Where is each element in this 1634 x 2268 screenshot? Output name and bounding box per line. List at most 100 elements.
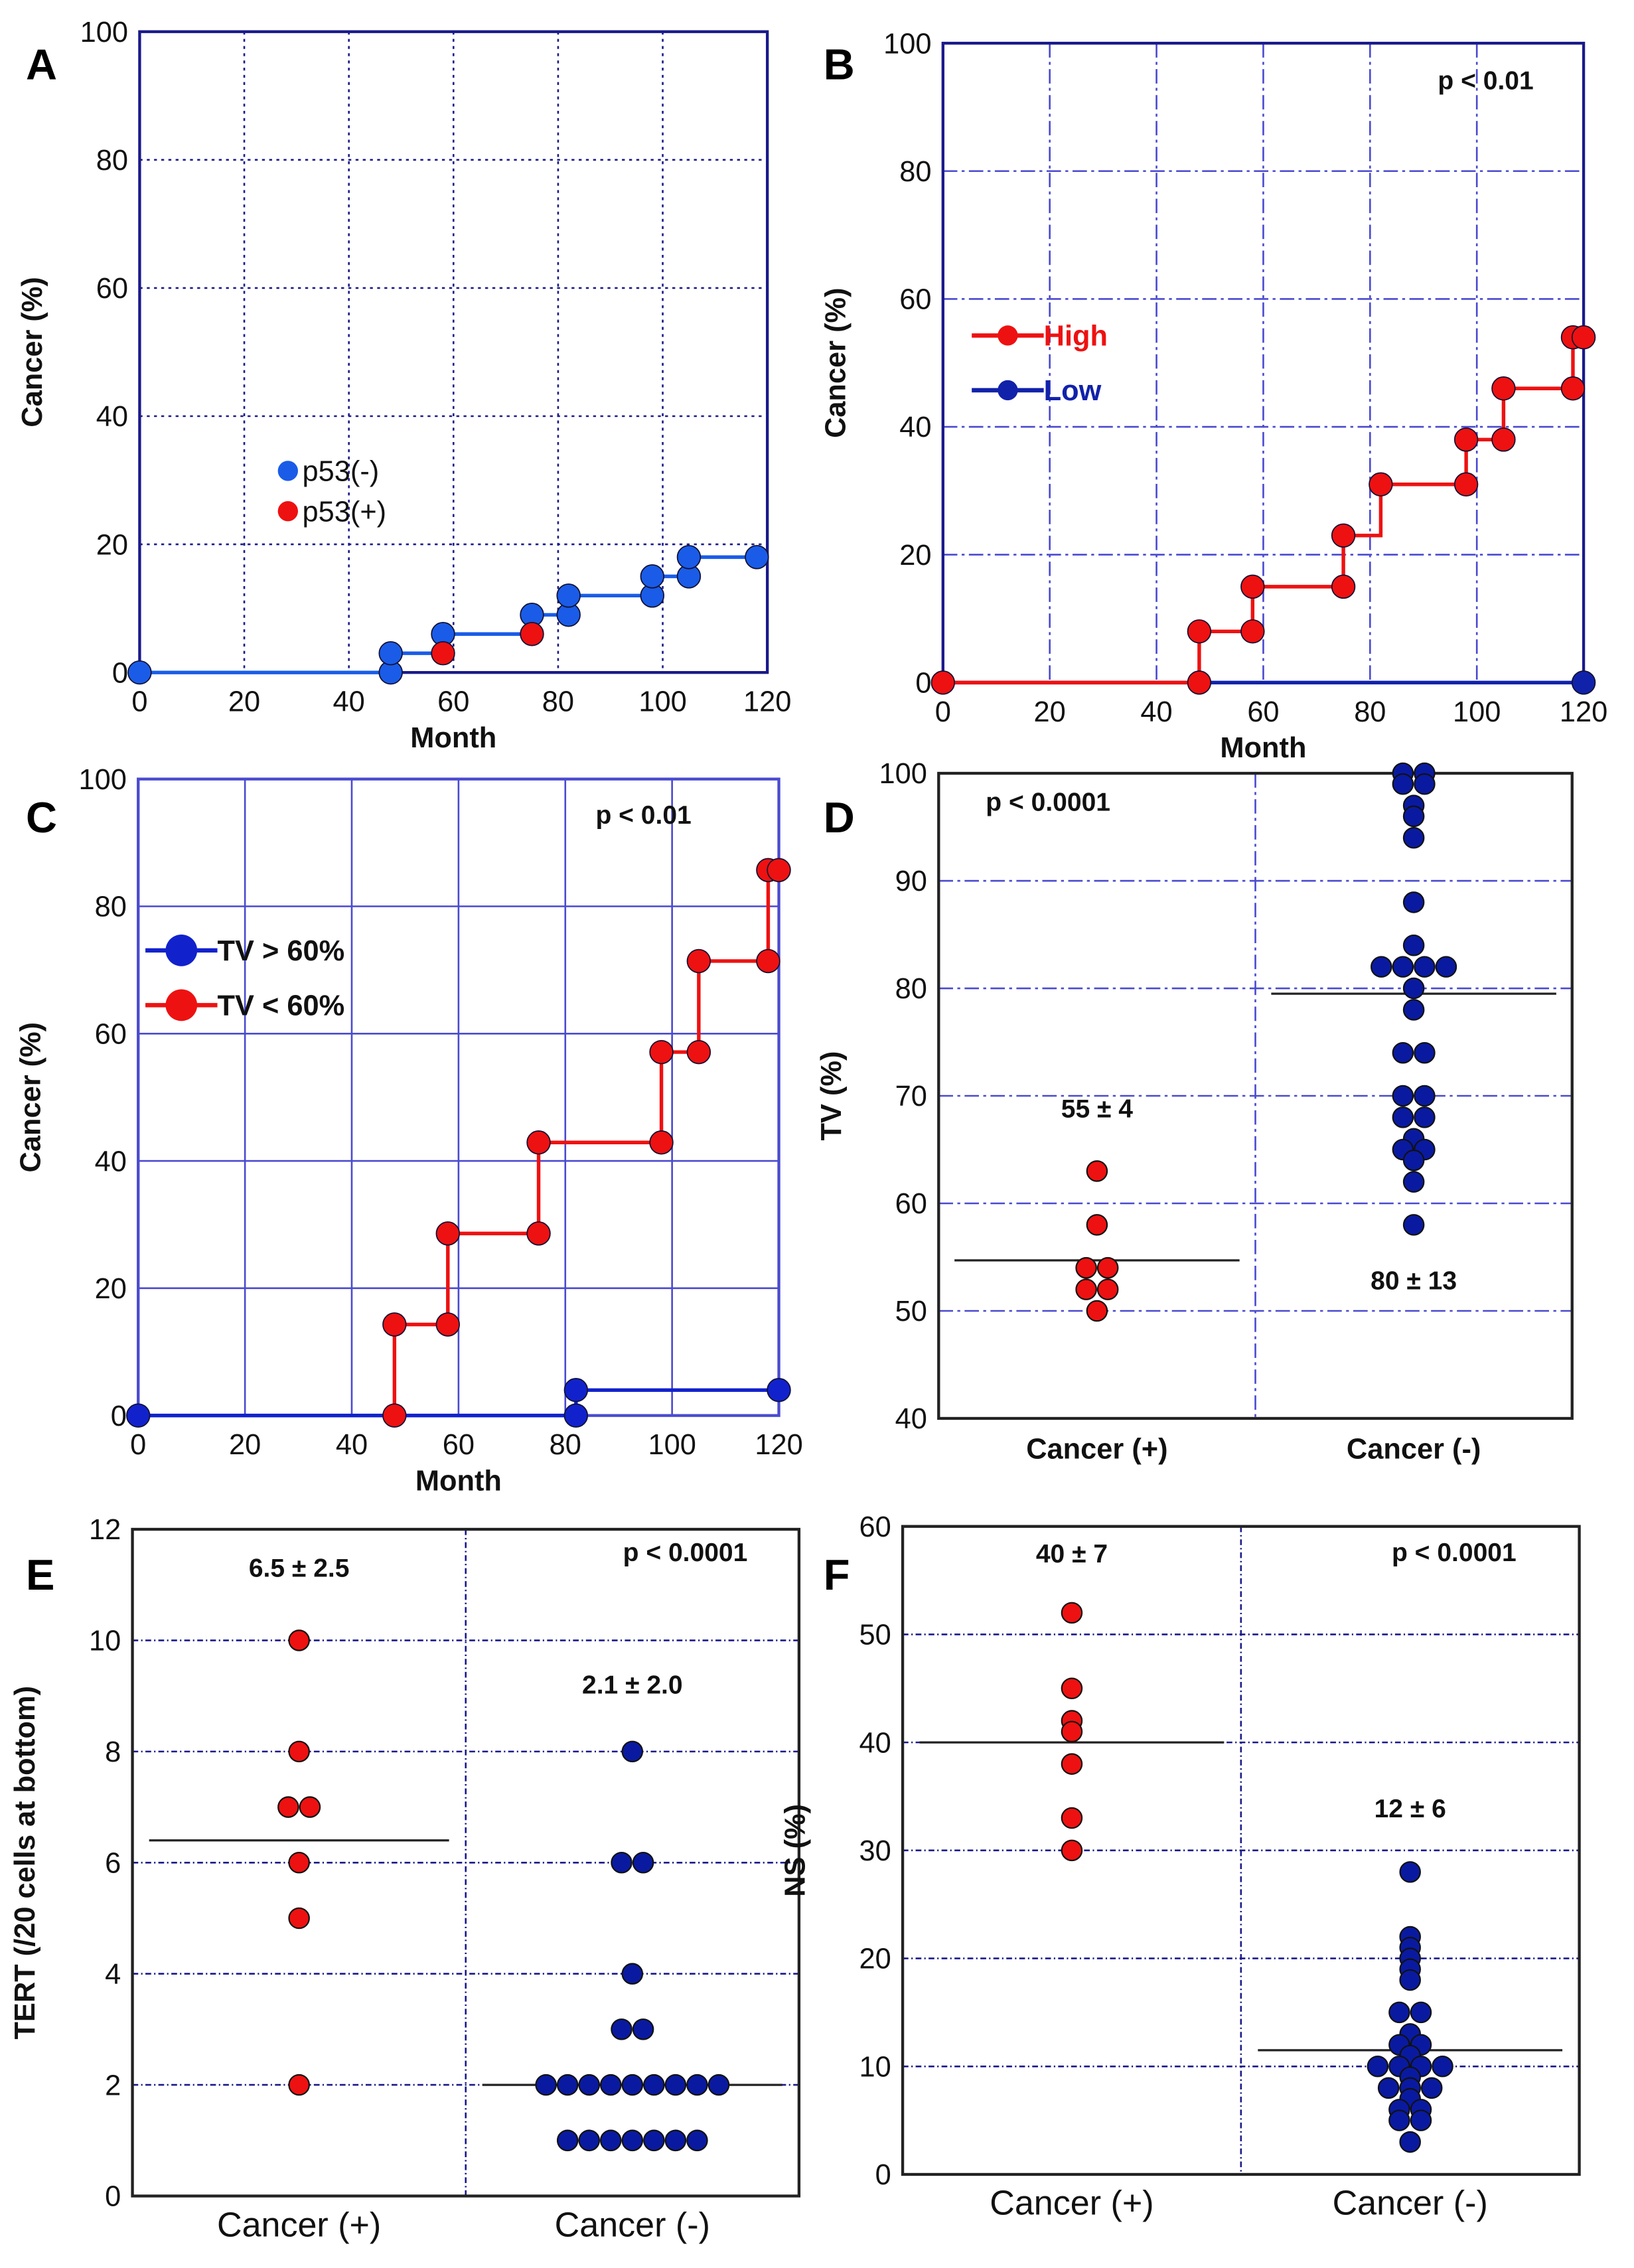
data-point (435, 1312, 461, 1337)
y-tick-label: 0 (915, 668, 931, 700)
data-point (1435, 956, 1457, 978)
data-point (756, 948, 780, 974)
y-axis-label: TV (%) (816, 1051, 848, 1141)
group-summary-label: 80 ± 13 (1371, 1267, 1457, 1296)
data-point (288, 1740, 310, 1763)
p-value-annotation: p < 0.01 (1438, 67, 1533, 96)
legend-label: Low (1044, 375, 1102, 407)
data-point (649, 1039, 674, 1065)
data-point (1075, 1278, 1097, 1300)
data-point (520, 622, 544, 646)
data-point (526, 1130, 551, 1155)
panel-label: B (824, 40, 855, 88)
data-point (563, 1403, 589, 1428)
data-point (435, 1221, 461, 1246)
data-point (382, 1403, 407, 1428)
data-point (1453, 472, 1479, 496)
y-tick-label: 60 (895, 1188, 927, 1220)
data-point (1240, 574, 1265, 599)
x-tick-label: 60 (443, 1429, 475, 1461)
x-tick-label: 0 (130, 1429, 146, 1461)
data-point (288, 1852, 310, 1874)
panel-D: D 40 50 60 70 80 90 100 TV (%) Cancer (+) Cancer (… (816, 758, 1574, 1466)
data-point (1388, 2109, 1410, 2131)
data-point (1392, 773, 1414, 795)
x-tick-label: Cancer (-) (555, 2206, 710, 2244)
y-tick-label: 10 (859, 2051, 891, 2083)
y-axis-label: Cancer (%) (17, 277, 48, 427)
p-value-annotation: p < 0.0001 (623, 1539, 748, 1567)
y-tick-label: 80 (96, 145, 128, 177)
legend-label: TV > 60% (218, 935, 345, 967)
y-tick-label: 6 (105, 1847, 121, 1879)
data-point (1414, 1106, 1436, 1128)
data-point (1432, 2055, 1453, 2078)
y-axis-label: Cancer (%) (820, 287, 852, 438)
y-tick-label: 40 (895, 1403, 927, 1435)
data-point (745, 545, 769, 569)
panel-label: E (26, 1550, 54, 1599)
y-tick-label: 2 (105, 2070, 121, 2101)
data-point (1399, 1969, 1421, 1991)
data-point (1453, 427, 1479, 452)
panel-C: C 0 20 40 60 80 100 Cancer (%) 0 20 40 60 80 100 120 Mo… (15, 764, 803, 1497)
panel-label: D (824, 793, 855, 842)
data-point (563, 1378, 589, 1402)
data-point (1392, 1106, 1414, 1128)
y-tick-label: 100 (879, 758, 927, 790)
data-point (382, 1312, 407, 1337)
data-point (578, 2129, 600, 2152)
data-point (930, 670, 956, 695)
data-point (1414, 956, 1436, 978)
data-point (1369, 472, 1393, 496)
panel-A: A 0 20 40 60 80 100 Cancer (%) 0 20 40 60 80 100 120 Mo… (17, 17, 791, 754)
legend-label: p53(-) (303, 456, 380, 488)
data-point (632, 1852, 654, 1874)
data-point (767, 858, 791, 883)
x-tick-label: 40 (1140, 696, 1172, 728)
y-tick-label: 20 (95, 1273, 127, 1305)
data-point (1061, 1720, 1083, 1743)
data-point (299, 1796, 321, 1818)
data-point (686, 2074, 708, 2096)
y-tick-label: 20 (96, 529, 128, 561)
data-point (127, 660, 152, 685)
x-tick-label: Cancer (-) (1333, 2184, 1488, 2223)
data-point (1414, 1041, 1436, 1064)
data-point (277, 1796, 299, 1818)
data-point (1187, 619, 1212, 644)
y-axis-label: NS (%) (780, 1804, 812, 1897)
data-point (1061, 1677, 1083, 1700)
panel-label: C (26, 793, 57, 842)
data-point (1331, 574, 1356, 599)
data-point (676, 545, 702, 569)
data-point (556, 583, 581, 608)
x-tick-label: Cancer (+) (1026, 1434, 1167, 1466)
x-tick-label: 60 (437, 686, 469, 718)
x-tick-label: 40 (333, 686, 365, 718)
data-point (664, 2129, 687, 2152)
plot-frame (138, 30, 769, 674)
data-point (378, 641, 403, 666)
plot-frame (937, 771, 1574, 1420)
data-point (288, 2074, 310, 2096)
x-tick-label: Cancer (-) (1347, 1434, 1481, 1466)
y-tick-label: 20 (859, 1943, 891, 1975)
x-tick-label: 80 (550, 1429, 581, 1461)
x-tick-label: 120 (755, 1429, 802, 1461)
y-tick-label: 60 (859, 1511, 891, 1543)
data-point (1075, 1256, 1097, 1279)
x-tick-label: 80 (1354, 696, 1386, 728)
y-tick-label: 12 (89, 1514, 121, 1546)
x-axis-label: Month (410, 722, 496, 754)
data-point (1240, 619, 1265, 644)
panel-label: A (26, 40, 57, 88)
y-tick-label: 8 (105, 1736, 121, 1768)
y-tick-label: 0 (105, 2181, 121, 2213)
data-point (686, 1039, 711, 1065)
data-point (686, 948, 711, 974)
data-point (649, 1130, 674, 1155)
data-point (643, 2129, 665, 2152)
data-point (621, 1963, 644, 1985)
p-value-annotation: p < 0.0001 (986, 788, 1110, 816)
